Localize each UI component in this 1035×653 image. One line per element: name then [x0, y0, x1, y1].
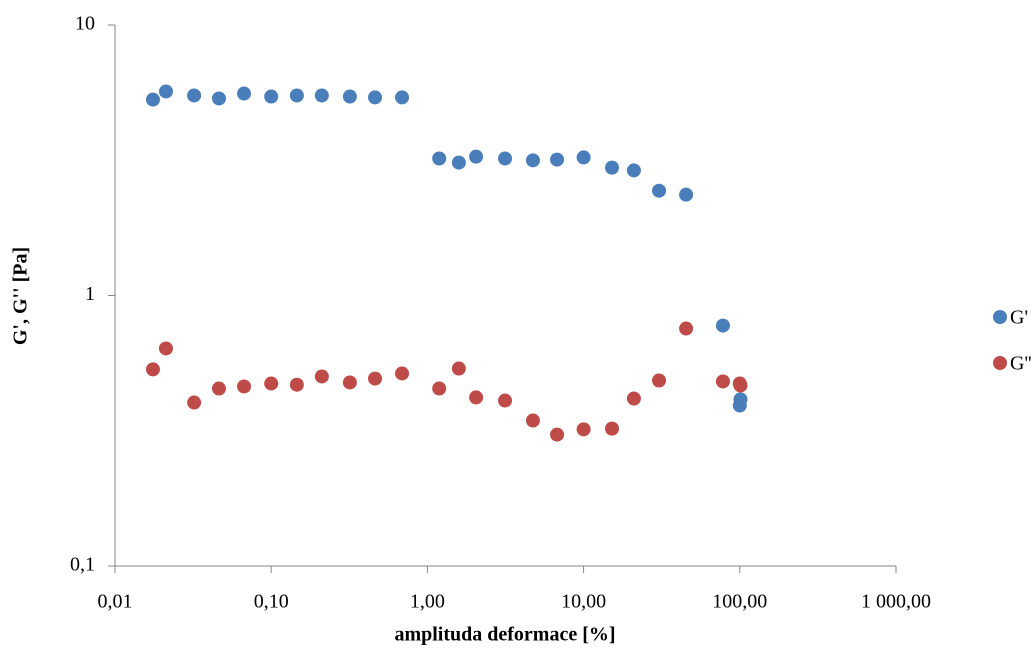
- point: [498, 151, 513, 166]
- y-tick-label: 1: [85, 283, 95, 305]
- point: [469, 149, 484, 164]
- x-tick-label: 0,10: [254, 591, 289, 613]
- point: [264, 89, 279, 104]
- point: [576, 422, 591, 437]
- point: [550, 427, 565, 442]
- x-axis-title: amplituda deformace [%]: [394, 624, 615, 646]
- point: [237, 86, 252, 101]
- point: [733, 392, 748, 407]
- legend-marker: [993, 356, 1007, 370]
- point: [187, 88, 202, 103]
- x-tick-label: 10,00: [561, 591, 606, 613]
- point: [289, 88, 304, 103]
- point: [605, 160, 620, 175]
- point: [498, 393, 513, 408]
- point: [368, 90, 383, 105]
- x-tick-label: 1,00: [410, 591, 445, 613]
- point: [342, 375, 357, 390]
- y-axis-title: G', G'' [Pa]: [10, 247, 32, 345]
- point: [395, 366, 410, 381]
- point: [342, 89, 357, 104]
- point: [626, 163, 641, 178]
- point: [525, 153, 540, 168]
- point: [264, 376, 279, 391]
- point: [652, 183, 667, 198]
- x-tick-label: 1 000,00: [861, 591, 931, 613]
- point: [451, 155, 466, 170]
- point: [211, 381, 226, 396]
- point: [187, 395, 202, 410]
- point: [158, 341, 173, 356]
- point: [715, 374, 730, 389]
- point: [679, 321, 694, 336]
- y-tick-label: 10: [75, 13, 95, 35]
- x-tick-label: 0,01: [98, 591, 133, 613]
- point: [550, 152, 565, 167]
- point: [469, 390, 484, 405]
- point: [145, 92, 160, 107]
- legend-label: G': [1010, 307, 1028, 329]
- y-tick-label: 0,1: [70, 554, 95, 576]
- legend-label: G'': [1010, 353, 1032, 375]
- point: [237, 379, 252, 394]
- point: [733, 378, 748, 393]
- point: [158, 84, 173, 99]
- point: [432, 381, 447, 396]
- point: [314, 369, 329, 384]
- point: [368, 371, 383, 386]
- point: [626, 391, 641, 406]
- point: [395, 90, 410, 105]
- point: [451, 361, 466, 376]
- point: [576, 150, 591, 165]
- legend-marker: [993, 310, 1007, 324]
- point: [605, 421, 620, 436]
- point: [211, 91, 226, 106]
- point: [314, 88, 329, 103]
- point: [145, 362, 160, 377]
- point: [432, 151, 447, 166]
- point: [289, 377, 304, 392]
- x-tick-label: 100,00: [712, 591, 767, 613]
- point: [715, 318, 730, 333]
- point: [679, 187, 694, 202]
- point: [525, 413, 540, 428]
- point: [652, 373, 667, 388]
